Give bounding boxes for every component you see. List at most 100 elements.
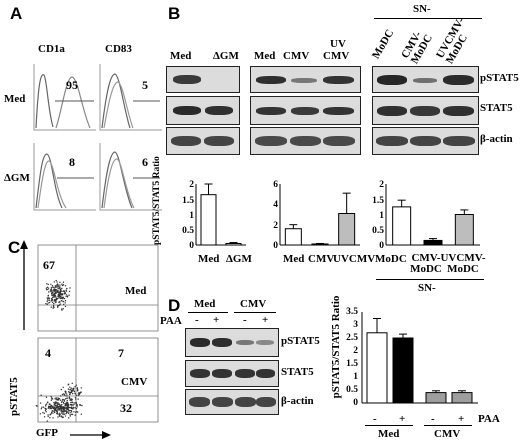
flow-dot — [46, 420, 48, 422]
flow-dot — [59, 403, 61, 406]
flow-dot — [50, 289, 52, 291]
histogram-control-curve — [35, 74, 54, 129]
flow-dot — [46, 401, 49, 404]
d-x-cmv: CMV — [434, 428, 461, 440]
bar — [366, 332, 388, 404]
b-label-med: Med — [170, 50, 192, 62]
flow-dot — [47, 414, 49, 416]
flow-dot — [72, 401, 74, 404]
flow-dot — [45, 302, 47, 305]
b2-tick-6: 6 — [273, 180, 278, 190]
flow-dot — [57, 403, 60, 405]
d-med-line — [188, 312, 228, 313]
flow-dot — [45, 289, 48, 291]
row-label-med: Med — [4, 93, 26, 105]
flow-dot — [50, 411, 53, 414]
flow-dot — [62, 303, 65, 306]
flow-dot — [64, 403, 67, 406]
flow-dot — [56, 283, 59, 285]
flow-dot — [61, 297, 64, 299]
panel-letter-a: A — [10, 4, 23, 23]
flow-dot — [58, 295, 61, 297]
flow-dot — [62, 308, 64, 310]
flow-dot — [48, 403, 51, 405]
flow-dot — [66, 408, 69, 410]
flow-dot — [72, 389, 74, 391]
flow-dot — [60, 410, 62, 412]
flow-dot — [48, 301, 51, 304]
flow-dot — [61, 394, 64, 396]
b3-tick-2: 2 — [379, 180, 384, 190]
flow-dot — [66, 395, 68, 397]
c-q-ul-cmv: 4 — [45, 346, 51, 360]
flow-dot — [53, 281, 56, 283]
flow-dot — [45, 405, 47, 407]
flow-dot — [77, 392, 80, 394]
blot-b3-pstat5 — [372, 66, 479, 93]
flow-dot — [76, 411, 79, 413]
flow-dot — [72, 406, 75, 409]
flow-dot — [73, 411, 75, 413]
flow-dot — [55, 408, 57, 411]
blot-b3-actin — [372, 127, 479, 155]
flow-dot — [72, 407, 74, 410]
flow-dot — [72, 404, 74, 406]
flow-dot — [71, 393, 74, 395]
flow-dot — [60, 401, 63, 403]
flow-dot — [45, 287, 48, 289]
flow-dot — [62, 412, 64, 415]
b-label-cmv2: CMV — [323, 50, 350, 62]
flow-dot — [58, 287, 60, 289]
flow-dot — [46, 283, 48, 285]
flow-dot — [48, 299, 50, 302]
cd1a-header: CD1a — [38, 43, 65, 55]
flow-dot — [55, 279, 57, 282]
blot-b2-actin — [250, 127, 361, 155]
flow-dot — [65, 413, 67, 415]
flow-dot — [59, 395, 62, 397]
d-group-cmv: CMV — [240, 298, 267, 310]
flow-dot — [65, 411, 67, 413]
flow-dot — [52, 289, 55, 291]
flow-dot — [69, 406, 71, 409]
flow-dot — [51, 398, 53, 400]
flow-dot — [51, 294, 53, 297]
flow-dot — [52, 304, 55, 307]
flow-dot — [55, 397, 57, 399]
flow-dot — [60, 297, 62, 300]
b-row-actin: β-actin — [480, 133, 513, 145]
flow-dot — [53, 306, 55, 309]
flow-dot — [59, 413, 61, 416]
blot-b1-stat5 — [166, 96, 240, 125]
blot-b1-actin — [166, 127, 240, 155]
flow-dot — [73, 390, 76, 393]
flow-dot — [65, 290, 68, 292]
flow-dot — [53, 293, 56, 295]
flow-dot — [60, 308, 63, 310]
d-x-sign-2: + — [399, 413, 406, 425]
flow-dot — [64, 285, 67, 287]
c-q-ur-cmv: 7 — [118, 346, 124, 360]
flow-dot — [67, 411, 69, 413]
flow-dot — [51, 284, 54, 287]
flow-dot — [67, 403, 70, 405]
b2-x-uvcmv: UVCMV — [333, 253, 376, 265]
flow-dot — [76, 406, 78, 408]
flow-dot — [66, 296, 69, 298]
flow-dot — [61, 284, 64, 287]
flow-dot — [74, 402, 76, 404]
flow-dot — [50, 399, 53, 401]
b-row-stat5: STAT5 — [480, 102, 513, 114]
flow-dot — [75, 394, 78, 397]
flow-dot — [62, 399, 65, 401]
percent-dgm-cd1a: 8 — [69, 155, 75, 169]
flow-dot — [60, 294, 62, 296]
b3-x-cmv-modc: CMV- MoDC — [410, 252, 442, 275]
bar — [392, 337, 414, 404]
d-row-stat5: STAT5 — [281, 366, 314, 378]
flow-dot — [56, 291, 58, 293]
flow-dot — [60, 290, 62, 292]
flow-dot — [47, 287, 50, 289]
b1-x-med: Med — [198, 253, 220, 265]
percent-med-cd1a: 95 — [66, 78, 78, 92]
